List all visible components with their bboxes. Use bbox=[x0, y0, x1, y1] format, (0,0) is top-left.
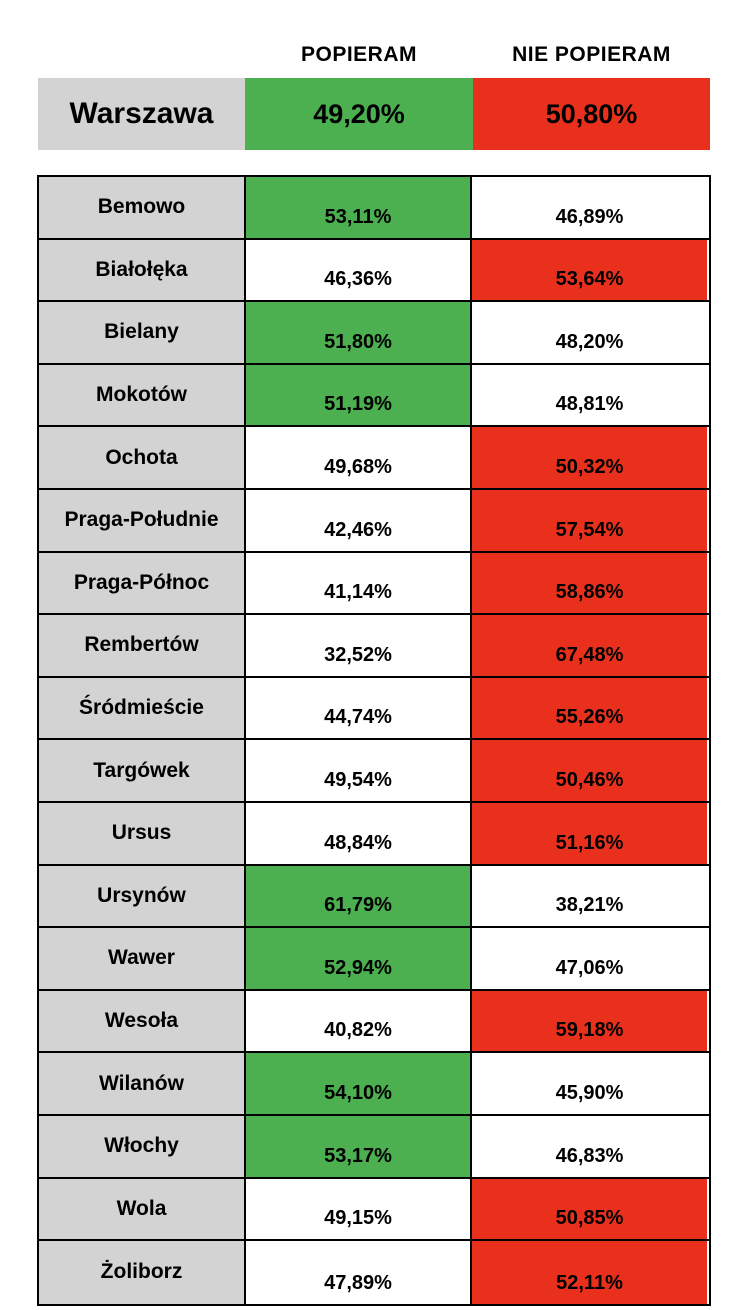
nie-popieram-cell: 50,46% bbox=[472, 740, 707, 801]
popieram-cell: 61,79% bbox=[246, 865, 472, 927]
nie-popieram-cell: 48,20% bbox=[472, 302, 707, 363]
table-row: Mokotów 51,19% 48,81% bbox=[39, 364, 709, 428]
popieram-cell: 52,94% bbox=[246, 928, 472, 989]
table-row: Wilanów 54,10% 45,90% bbox=[39, 1053, 709, 1116]
popieram-cell: 51,19% bbox=[246, 364, 472, 426]
popieram-cell: 53,11% bbox=[246, 177, 472, 238]
popieram-cell: 44,74% bbox=[246, 677, 472, 739]
district-name: Ochota bbox=[39, 427, 246, 488]
popieram-cell: 42,46% bbox=[246, 489, 472, 551]
city-summary-row: Warszawa 49,20% 50,80% bbox=[38, 78, 710, 150]
table-row: Wawer 52,94% 47,06% bbox=[39, 928, 709, 991]
city-name: Warszawa bbox=[38, 78, 245, 150]
nie-popieram-cell: 52,11% bbox=[472, 1241, 707, 1304]
table-row: Wesoła 40,82% 59,18% bbox=[39, 990, 709, 1054]
table-row: Ursus 48,84% 51,16% bbox=[39, 802, 709, 866]
nie-popieram-cell: 53,64% bbox=[472, 239, 707, 301]
table-row: Białołęka 46,36% 53,64% bbox=[39, 239, 709, 303]
table-row: Bielany 51,80% 48,20% bbox=[39, 302, 709, 365]
column-header-popieram: POPIERAM bbox=[300, 43, 417, 66]
nie-popieram-cell: 57,54% bbox=[472, 489, 707, 551]
district-name: Bemowo bbox=[39, 177, 246, 238]
nie-popieram-cell: 45,90% bbox=[472, 1053, 707, 1114]
district-name: Włochy bbox=[39, 1115, 246, 1177]
column-header-nie-popieram: NIE POPIERAM bbox=[512, 43, 671, 66]
popieram-cell: 51,80% bbox=[246, 302, 472, 363]
district-name: Wawer bbox=[39, 928, 246, 989]
popieram-cell: 49,15% bbox=[246, 1178, 472, 1240]
district-name: Targówek bbox=[39, 740, 246, 801]
district-name: Wilanów bbox=[39, 1053, 246, 1114]
popieram-cell: 49,54% bbox=[246, 740, 472, 801]
district-name: Ursus bbox=[39, 802, 246, 864]
district-table: Bemowo 53,11% 46,89% Białołęka 46,36% 53… bbox=[37, 175, 711, 1306]
district-name: Żoliborz bbox=[39, 1241, 246, 1304]
nie-popieram-cell: 58,86% bbox=[472, 552, 707, 614]
column-header-spacer bbox=[38, 42, 245, 68]
district-table-body: Bemowo 53,11% 46,89% Białołęka 46,36% 53… bbox=[39, 177, 709, 1304]
nie-popieram-cell: 59,18% bbox=[472, 990, 707, 1052]
table-row: Rembertów 32,52% 67,48% bbox=[39, 615, 709, 678]
nie-popieram-cell: 48,81% bbox=[472, 364, 707, 426]
district-name: Rembertów bbox=[39, 615, 246, 676]
column-headers: POPIERAM NIE POPIERAM bbox=[38, 42, 710, 68]
nie-popieram-cell: 47,06% bbox=[472, 928, 707, 989]
popieram-cell: 53,17% bbox=[246, 1115, 472, 1177]
popieram-cell: 41,14% bbox=[246, 552, 472, 614]
table-row: Wola 49,15% 50,85% bbox=[39, 1178, 709, 1242]
table-row: Ochota 49,68% 50,32% bbox=[39, 427, 709, 490]
table-row: Ursynów 61,79% 38,21% bbox=[39, 865, 709, 929]
popieram-cell: 49,68% bbox=[246, 427, 472, 488]
popieram-cell: 54,10% bbox=[246, 1053, 472, 1114]
table-row: Bemowo 53,11% 46,89% bbox=[39, 177, 709, 240]
popieram-cell: 32,52% bbox=[246, 615, 472, 676]
popieram-cell: 40,82% bbox=[246, 990, 472, 1052]
nie-popieram-cell: 46,89% bbox=[472, 177, 707, 238]
table-row: Włochy 53,17% 46,83% bbox=[39, 1115, 709, 1179]
district-name: Białołęka bbox=[39, 239, 246, 301]
nie-popieram-cell: 50,85% bbox=[472, 1178, 707, 1240]
popieram-cell: 46,36% bbox=[246, 239, 472, 301]
table-row: Praga-Północ 41,14% 58,86% bbox=[39, 552, 709, 616]
table-row: Żoliborz 47,89% 52,11% bbox=[39, 1241, 709, 1304]
nie-popieram-cell: 46,83% bbox=[472, 1115, 707, 1177]
district-name: Wola bbox=[39, 1178, 246, 1240]
table-row: Praga-Południe 42,46% 57,54% bbox=[39, 489, 709, 553]
district-name: Praga-Północ bbox=[39, 552, 246, 614]
district-name: Bielany bbox=[39, 302, 246, 363]
city-nie-popieram-value: 50,80% bbox=[473, 78, 710, 150]
district-name: Śródmieście bbox=[39, 677, 246, 739]
nie-popieram-cell: 67,48% bbox=[472, 615, 707, 676]
table-row: Śródmieście 44,74% 55,26% bbox=[39, 677, 709, 741]
nie-popieram-cell: 50,32% bbox=[472, 427, 707, 488]
district-name: Ursynów bbox=[39, 865, 246, 927]
table-row: Targówek 49,54% 50,46% bbox=[39, 740, 709, 803]
popieram-cell: 47,89% bbox=[246, 1241, 472, 1304]
city-popieram-value: 49,20% bbox=[245, 78, 473, 150]
nie-popieram-cell: 38,21% bbox=[472, 865, 707, 927]
nie-popieram-cell: 51,16% bbox=[472, 802, 707, 864]
district-name: Wesoła bbox=[39, 990, 246, 1052]
nie-popieram-cell: 55,26% bbox=[472, 677, 707, 739]
popieram-cell: 48,84% bbox=[246, 802, 472, 864]
district-name: Mokotów bbox=[39, 364, 246, 426]
district-name: Praga-Południe bbox=[39, 489, 246, 551]
